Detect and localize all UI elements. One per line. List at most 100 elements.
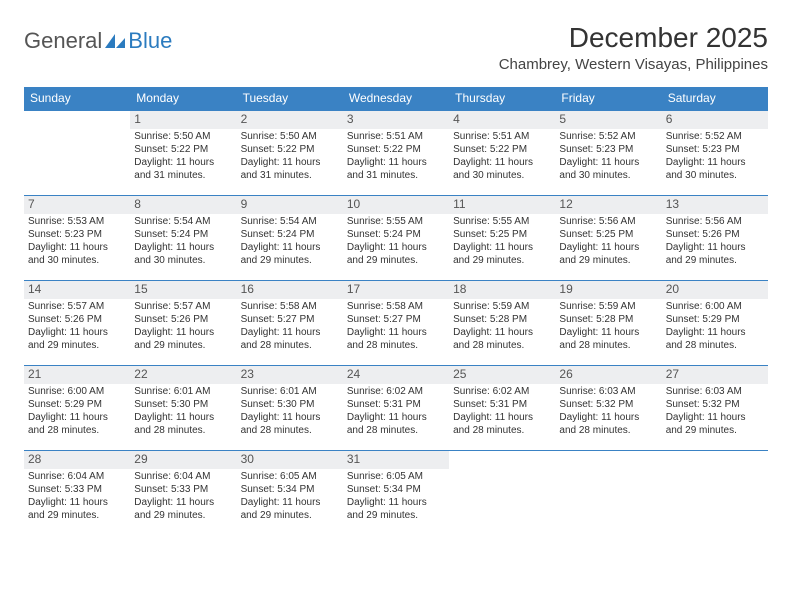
daylight-line: Daylight: 11 hours and 28 minutes. bbox=[241, 327, 339, 352]
sunset-line: Sunset: 5:22 PM bbox=[134, 144, 232, 157]
sunset-line: Sunset: 5:30 PM bbox=[134, 399, 232, 412]
day-details: Sunrise: 5:50 AMSunset: 5:22 PMDaylight:… bbox=[237, 131, 343, 187]
day-details: Sunrise: 6:02 AMSunset: 5:31 PMDaylight:… bbox=[449, 386, 555, 442]
day-cell: 12Sunrise: 5:56 AMSunset: 5:25 PMDayligh… bbox=[555, 196, 661, 280]
sunrise-line: Sunrise: 5:53 AM bbox=[28, 216, 126, 229]
sunrise-line: Sunrise: 5:54 AM bbox=[241, 216, 339, 229]
sunrise-line: Sunrise: 5:51 AM bbox=[347, 131, 445, 144]
sunrise-line: Sunrise: 6:05 AM bbox=[241, 471, 339, 484]
day-number: 21 bbox=[24, 366, 130, 384]
day-cell: 11Sunrise: 5:55 AMSunset: 5:25 PMDayligh… bbox=[449, 196, 555, 280]
sunrise-line: Sunrise: 5:59 AM bbox=[559, 301, 657, 314]
sunrise-line: Sunrise: 6:01 AM bbox=[134, 386, 232, 399]
day-cell: 14Sunrise: 5:57 AMSunset: 5:26 PMDayligh… bbox=[24, 281, 130, 365]
day-cell: 1Sunrise: 5:50 AMSunset: 5:22 PMDaylight… bbox=[130, 111, 236, 195]
day-details: Sunrise: 5:53 AMSunset: 5:23 PMDaylight:… bbox=[24, 216, 130, 272]
day-number: 24 bbox=[343, 366, 449, 384]
day-details: Sunrise: 5:59 AMSunset: 5:28 PMDaylight:… bbox=[555, 301, 661, 357]
day-details: Sunrise: 5:51 AMSunset: 5:22 PMDaylight:… bbox=[449, 131, 555, 187]
day-details: Sunrise: 6:04 AMSunset: 5:33 PMDaylight:… bbox=[130, 471, 236, 527]
day-cell: 28Sunrise: 6:04 AMSunset: 5:33 PMDayligh… bbox=[24, 451, 130, 535]
daylight-line: Daylight: 11 hours and 28 minutes. bbox=[559, 327, 657, 352]
sunrise-line: Sunrise: 6:02 AM bbox=[347, 386, 445, 399]
logo-text-blue: Blue bbox=[128, 28, 172, 54]
day-number: 30 bbox=[237, 451, 343, 469]
day-cell: 17Sunrise: 5:58 AMSunset: 5:27 PMDayligh… bbox=[343, 281, 449, 365]
day-details: Sunrise: 5:55 AMSunset: 5:24 PMDaylight:… bbox=[343, 216, 449, 272]
sunset-line: Sunset: 5:28 PM bbox=[453, 314, 551, 327]
sunset-line: Sunset: 5:29 PM bbox=[28, 399, 126, 412]
day-cell: 2 Sunrise: 5:50 AMSunset: 5:22 PMDaylight… bbox=[237, 111, 343, 195]
day-cell: 24 Sunrise: 6:02 AMSunset: 5:31 PMDayligh… bbox=[343, 366, 449, 450]
sunset-line: Sunset: 5:32 PM bbox=[559, 399, 657, 412]
day-number: 17 bbox=[343, 281, 449, 299]
day-details: Sunrise: 6:00 AMSunset: 5:29 PMDaylight:… bbox=[24, 386, 130, 442]
daylight-line: Daylight: 11 hours and 28 minutes. bbox=[347, 412, 445, 437]
daylight-line: Daylight: 11 hours and 28 minutes. bbox=[241, 412, 339, 437]
day-number: 18 bbox=[449, 281, 555, 299]
day-number: 29 bbox=[130, 451, 236, 469]
day-number: 31 bbox=[343, 451, 449, 469]
day-details: Sunrise: 5:52 AMSunset: 5:23 PMDaylight:… bbox=[662, 131, 768, 187]
location-text: Chambrey, Western Visayas, Philippines bbox=[499, 56, 768, 73]
day-number: 20 bbox=[662, 281, 768, 299]
daylight-line: Daylight: 11 hours and 29 minutes. bbox=[241, 497, 339, 522]
week-row: 21Sunrise: 6:00 AMSunset: 5:29 PMDayligh… bbox=[24, 365, 768, 450]
day-number: 10 bbox=[343, 196, 449, 214]
sunrise-line: Sunrise: 6:04 AM bbox=[28, 471, 126, 484]
day-number: 3 bbox=[343, 111, 449, 129]
day-details: Sunrise: 6:02 AMSunset: 5:31 PMDaylight:… bbox=[343, 386, 449, 442]
sunrise-line: Sunrise: 6:00 AM bbox=[666, 301, 764, 314]
daylight-line: Daylight: 11 hours and 30 minutes. bbox=[559, 157, 657, 182]
daylight-line: Daylight: 11 hours and 28 minutes. bbox=[134, 412, 232, 437]
sunset-line: Sunset: 5:25 PM bbox=[453, 229, 551, 242]
daylight-line: Daylight: 11 hours and 29 minutes. bbox=[134, 327, 232, 352]
daylight-line: Daylight: 11 hours and 31 minutes. bbox=[347, 157, 445, 182]
sunrise-line: Sunrise: 6:04 AM bbox=[134, 471, 232, 484]
day-header: Sunday bbox=[24, 87, 130, 110]
sunrise-line: Sunrise: 5:55 AM bbox=[347, 216, 445, 229]
sunrise-line: Sunrise: 5:52 AM bbox=[559, 131, 657, 144]
day-number: 22 bbox=[130, 366, 236, 384]
day-header: Saturday bbox=[662, 87, 768, 110]
title-block: December 2025 Chambrey, Western Visayas,… bbox=[499, 22, 768, 73]
daylight-line: Daylight: 11 hours and 28 minutes. bbox=[347, 327, 445, 352]
day-number: 28 bbox=[24, 451, 130, 469]
calendar-page: General Blue December 2025 Chambrey, Wes… bbox=[0, 0, 792, 535]
sunrise-line: Sunrise: 6:00 AM bbox=[28, 386, 126, 399]
day-number: 9 bbox=[237, 196, 343, 214]
sunset-line: Sunset: 5:30 PM bbox=[241, 399, 339, 412]
day-details: Sunrise: 5:57 AMSunset: 5:26 PMDaylight:… bbox=[130, 301, 236, 357]
day-cell: 31Sunrise: 6:05 AMSunset: 5:34 PMDayligh… bbox=[343, 451, 449, 535]
day-details: Sunrise: 6:03 AMSunset: 5:32 PMDaylight:… bbox=[662, 386, 768, 442]
sunset-line: Sunset: 5:27 PM bbox=[241, 314, 339, 327]
day-number: 2 bbox=[237, 111, 343, 129]
day-header: Tuesday bbox=[237, 87, 343, 110]
day-details: Sunrise: 6:01 AMSunset: 5:30 PMDaylight:… bbox=[130, 386, 236, 442]
day-cell: 7Sunrise: 5:53 AMSunset: 5:23 PMDaylight… bbox=[24, 196, 130, 280]
day-number: 5 bbox=[555, 111, 661, 129]
sunset-line: Sunset: 5:23 PM bbox=[28, 229, 126, 242]
daylight-line: Daylight: 11 hours and 30 minutes. bbox=[28, 242, 126, 267]
daylight-line: Daylight: 11 hours and 29 minutes. bbox=[666, 412, 764, 437]
day-cell: 9Sunrise: 5:54 AMSunset: 5:24 PMDaylight… bbox=[237, 196, 343, 280]
daylight-line: Daylight: 11 hours and 28 minutes. bbox=[559, 412, 657, 437]
empty-cell bbox=[662, 451, 768, 535]
sunset-line: Sunset: 5:27 PM bbox=[347, 314, 445, 327]
sunset-line: Sunset: 5:24 PM bbox=[241, 229, 339, 242]
day-number: 14 bbox=[24, 281, 130, 299]
sunset-line: Sunset: 5:23 PM bbox=[559, 144, 657, 157]
daylight-line: Daylight: 11 hours and 29 minutes. bbox=[453, 242, 551, 267]
day-cell: 15Sunrise: 5:57 AMSunset: 5:26 PMDayligh… bbox=[130, 281, 236, 365]
daylight-line: Daylight: 11 hours and 29 minutes. bbox=[134, 497, 232, 522]
sunset-line: Sunset: 5:26 PM bbox=[666, 229, 764, 242]
sunrise-line: Sunrise: 5:59 AM bbox=[453, 301, 551, 314]
day-details: Sunrise: 5:50 AMSunset: 5:22 PMDaylight:… bbox=[130, 131, 236, 187]
day-number: 25 bbox=[449, 366, 555, 384]
sunset-line: Sunset: 5:22 PM bbox=[241, 144, 339, 157]
sunset-line: Sunset: 5:23 PM bbox=[666, 144, 764, 157]
sunset-line: Sunset: 5:26 PM bbox=[134, 314, 232, 327]
sunrise-line: Sunrise: 5:56 AM bbox=[666, 216, 764, 229]
day-cell: 6Sunrise: 5:52 AMSunset: 5:23 PMDaylight… bbox=[662, 111, 768, 195]
sunrise-line: Sunrise: 6:01 AM bbox=[241, 386, 339, 399]
